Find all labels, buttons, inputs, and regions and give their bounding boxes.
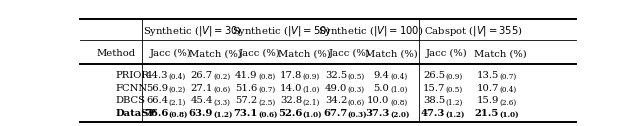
Text: Match (%): Match (%) xyxy=(474,49,527,58)
Text: (1.0): (1.0) xyxy=(303,111,323,119)
Text: 21.5: 21.5 xyxy=(474,109,499,118)
Text: 52.6: 52.6 xyxy=(278,109,302,118)
Text: (2.6): (2.6) xyxy=(499,98,516,106)
Text: Synthetic ($|V| = 50$): Synthetic ($|V| = 50$) xyxy=(232,24,332,38)
Text: Synthetic ($|V| = 100$): Synthetic ($|V| = 100$) xyxy=(317,24,423,38)
Text: 9.4: 9.4 xyxy=(374,71,390,80)
Text: FCNN: FCNN xyxy=(116,84,148,93)
Text: 44.3: 44.3 xyxy=(146,71,168,80)
Text: 17.8: 17.8 xyxy=(280,71,302,80)
Text: (0.3): (0.3) xyxy=(348,86,365,94)
Text: Cabspot ($|V| = 355$): Cabspot ($|V| = 355$) xyxy=(424,24,524,38)
Text: (2.1): (2.1) xyxy=(303,98,320,106)
Text: 27.1: 27.1 xyxy=(191,84,213,93)
Text: 34.2: 34.2 xyxy=(325,97,348,105)
Text: DBCS: DBCS xyxy=(116,97,146,105)
Text: Match (%): Match (%) xyxy=(278,49,331,58)
Text: (2.0): (2.0) xyxy=(390,111,410,119)
Text: (1.0): (1.0) xyxy=(499,111,519,119)
Text: (0.8): (0.8) xyxy=(390,98,407,106)
Text: 5.0: 5.0 xyxy=(374,84,390,93)
Text: 76.6: 76.6 xyxy=(144,109,168,118)
Text: 15.7: 15.7 xyxy=(422,84,445,93)
Text: 26.7: 26.7 xyxy=(191,71,213,80)
Text: PRIOR: PRIOR xyxy=(116,71,150,80)
Text: 47.3: 47.3 xyxy=(420,109,445,118)
Text: 51.6: 51.6 xyxy=(236,84,257,93)
Text: (1.2): (1.2) xyxy=(445,98,463,106)
Text: 38.5: 38.5 xyxy=(423,97,445,105)
Text: (0.6): (0.6) xyxy=(348,98,365,106)
Text: (0.4): (0.4) xyxy=(499,86,516,94)
Text: (0.7): (0.7) xyxy=(258,86,275,94)
Text: 67.7: 67.7 xyxy=(323,109,348,118)
Text: 32.8: 32.8 xyxy=(280,97,302,105)
Text: 26.5: 26.5 xyxy=(423,71,445,80)
Text: Synthetic ($|V| = 30$): Synthetic ($|V| = 30$) xyxy=(143,24,242,38)
Text: (0.9): (0.9) xyxy=(445,73,463,81)
Text: Match (%): Match (%) xyxy=(365,49,418,58)
Text: 56.9: 56.9 xyxy=(146,84,168,93)
Text: (0.4): (0.4) xyxy=(169,73,186,81)
Text: (1.2): (1.2) xyxy=(445,111,465,119)
Text: (0.5): (0.5) xyxy=(348,73,365,81)
Text: Match (%): Match (%) xyxy=(189,49,241,58)
Text: (3.3): (3.3) xyxy=(213,98,230,106)
Text: (0.9): (0.9) xyxy=(303,73,320,81)
Text: 45.4: 45.4 xyxy=(191,97,213,105)
Text: (0.3): (0.3) xyxy=(348,111,367,119)
Text: 10.7: 10.7 xyxy=(476,84,499,93)
Text: Jacc (%): Jacc (%) xyxy=(328,49,370,58)
Text: (0.8): (0.8) xyxy=(169,111,188,119)
Text: Jacc (%): Jacc (%) xyxy=(426,49,468,58)
Text: 15.9: 15.9 xyxy=(476,97,499,105)
Text: (0.4): (0.4) xyxy=(390,73,407,81)
Text: 66.4: 66.4 xyxy=(146,97,168,105)
Text: 57.2: 57.2 xyxy=(236,97,257,105)
Text: (2.1): (2.1) xyxy=(169,98,186,106)
Text: 41.9: 41.9 xyxy=(235,71,257,80)
Text: 10.0: 10.0 xyxy=(367,97,390,105)
Text: (1.0): (1.0) xyxy=(303,86,320,94)
Text: (1.0): (1.0) xyxy=(390,86,408,94)
Text: (0.2): (0.2) xyxy=(213,73,230,81)
Text: (0.6): (0.6) xyxy=(258,111,278,119)
Text: 73.1: 73.1 xyxy=(233,109,257,118)
Text: (0.7): (0.7) xyxy=(499,73,516,81)
Text: (0.5): (0.5) xyxy=(445,86,463,94)
Text: 37.3: 37.3 xyxy=(365,109,390,118)
Text: (0.2): (0.2) xyxy=(169,86,186,94)
Text: 63.9: 63.9 xyxy=(189,109,213,118)
Text: Method: Method xyxy=(96,49,135,58)
Text: Jacc (%): Jacc (%) xyxy=(149,49,191,58)
Text: (0.8): (0.8) xyxy=(258,73,275,81)
Text: 14.0: 14.0 xyxy=(280,84,302,93)
Text: 13.5: 13.5 xyxy=(476,71,499,80)
Text: (0.6): (0.6) xyxy=(213,86,230,94)
Text: 32.5: 32.5 xyxy=(325,71,348,80)
Text: (1.2): (1.2) xyxy=(213,111,233,119)
Text: (2.5): (2.5) xyxy=(258,98,275,106)
Text: 49.0: 49.0 xyxy=(325,84,348,93)
Text: DataSP: DataSP xyxy=(116,109,157,118)
Text: Jacc (%): Jacc (%) xyxy=(239,49,280,58)
